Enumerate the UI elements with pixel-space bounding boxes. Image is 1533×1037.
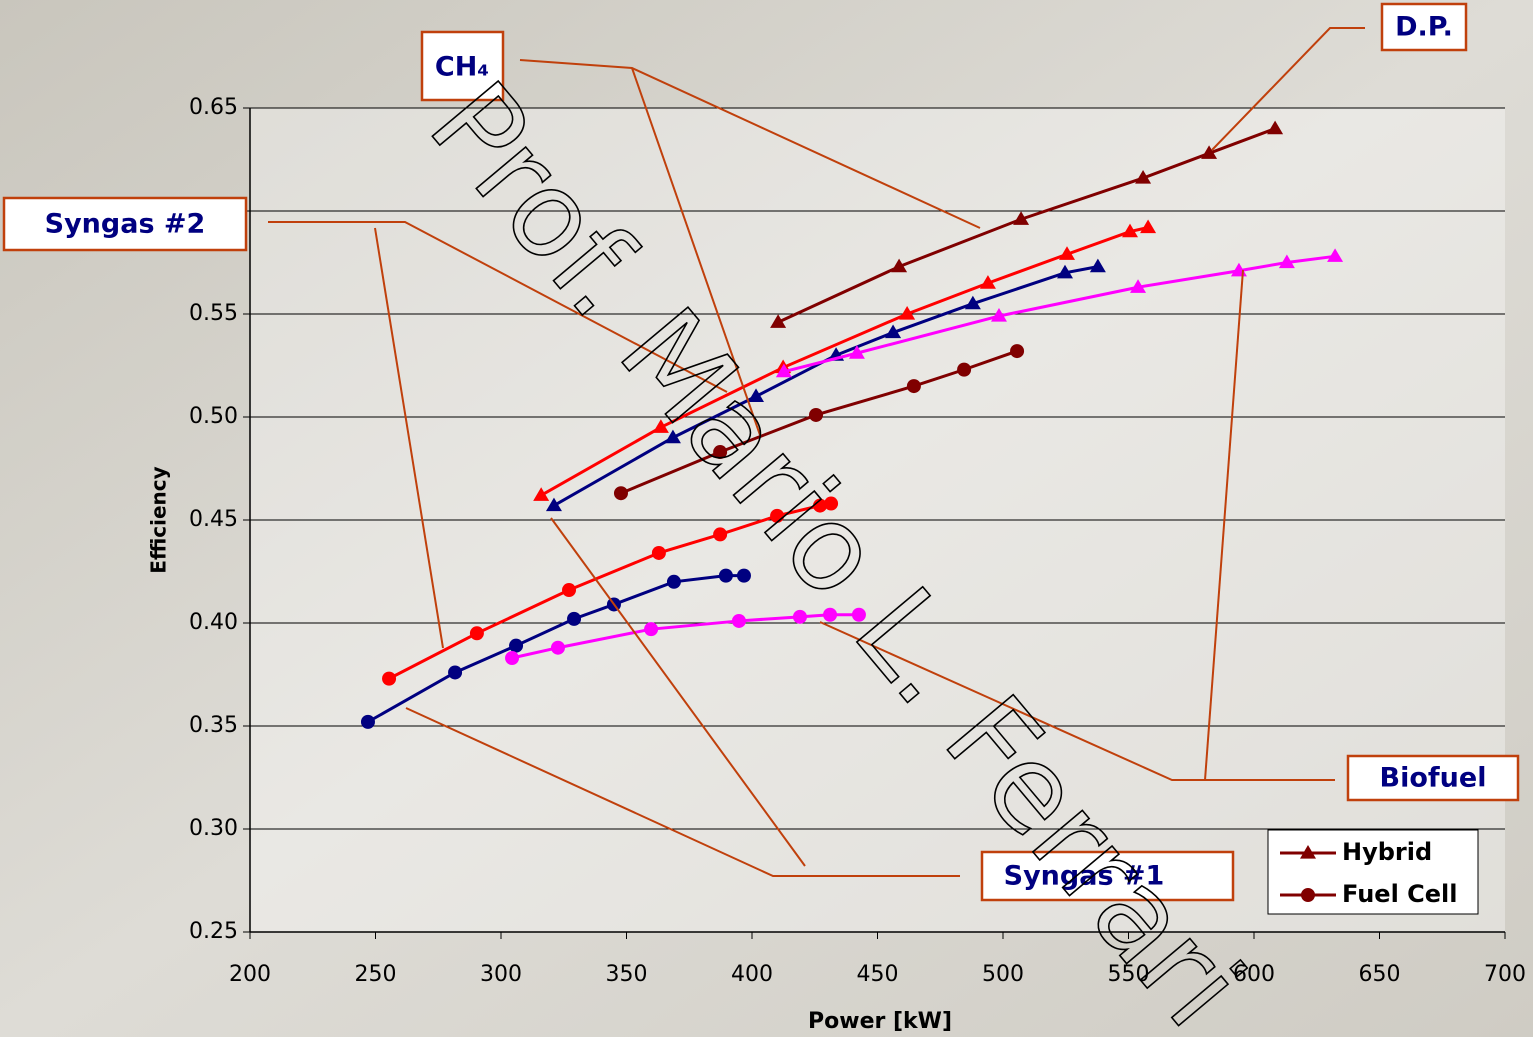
- page: 0.250.300.350.400.450.500.550.600.652002…: [0, 0, 1533, 1037]
- legend-label: Fuel Cell: [1342, 880, 1458, 908]
- chart: 0.250.300.350.400.450.500.550.600.652002…: [0, 0, 1533, 1037]
- y-tick-label: 0.30: [189, 816, 238, 841]
- circle-marker: [551, 641, 565, 655]
- circle-marker: [1301, 888, 1315, 902]
- x-tick-label: 300: [480, 962, 522, 987]
- x-tick-label: 450: [857, 962, 899, 987]
- circle-marker: [732, 614, 746, 628]
- circle-marker: [614, 486, 628, 500]
- y-tick-label: 0.35: [189, 713, 238, 738]
- x-tick-label: 500: [982, 962, 1024, 987]
- x-tick-label: 700: [1484, 962, 1526, 987]
- x-tick-label: 400: [731, 962, 773, 987]
- circle-marker: [567, 612, 581, 626]
- circle-marker: [448, 665, 462, 679]
- x-tick-label: 250: [355, 962, 397, 987]
- circle-marker: [957, 363, 971, 377]
- y-tick-label: 0.65: [189, 95, 238, 120]
- circle-marker: [509, 639, 523, 653]
- y-tick-label: 0.40: [189, 610, 238, 635]
- y-tick-label: 0.50: [189, 404, 238, 429]
- circle-marker: [667, 575, 681, 589]
- circle-marker: [470, 626, 484, 640]
- x-tick-label: 200: [229, 962, 271, 987]
- annotation: D.P.: [1395, 12, 1453, 43]
- circle-marker: [719, 569, 733, 583]
- annotation: Biofuel: [1380, 763, 1487, 794]
- legend-label: Hybrid: [1342, 838, 1432, 866]
- circle-marker: [382, 672, 396, 686]
- circle-marker: [644, 622, 658, 636]
- circle-marker: [1010, 344, 1024, 358]
- circle-marker: [361, 715, 375, 729]
- y-axis-label: Efficiency: [147, 466, 171, 573]
- y-tick-label: 0.55: [189, 301, 238, 326]
- x-axis-label: Power [kW]: [808, 1009, 952, 1034]
- annotation: Syngas #2: [45, 209, 206, 240]
- circle-marker: [713, 527, 727, 541]
- circle-marker: [562, 583, 576, 597]
- circle-marker: [505, 651, 519, 665]
- x-tick-label: 350: [606, 962, 648, 987]
- x-tick-label: 650: [1359, 962, 1401, 987]
- y-tick-label: 0.45: [189, 507, 238, 532]
- y-tick-label: 0.25: [189, 919, 238, 944]
- circle-marker: [907, 379, 921, 393]
- circle-marker: [737, 569, 751, 583]
- circle-marker: [652, 546, 666, 560]
- annotation: CH₄: [435, 52, 489, 83]
